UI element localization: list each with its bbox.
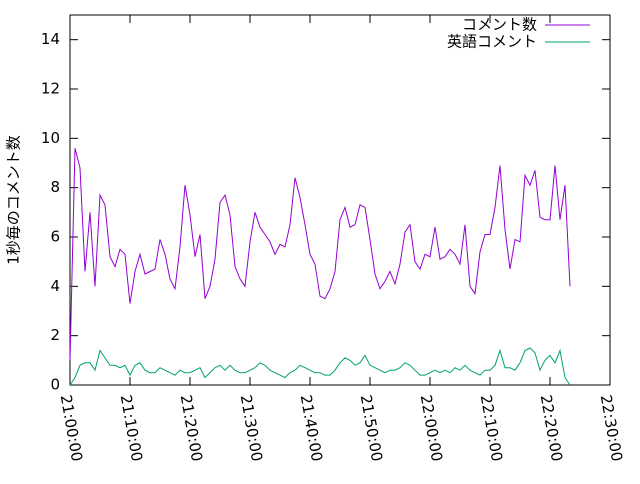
x-tick-label: 21:30:00 (237, 393, 266, 462)
x-tick-label: 21:40:00 (297, 393, 326, 462)
y-tick-label: 12 (41, 80, 60, 98)
y-tick-label: 8 (50, 178, 60, 196)
plot-frame (69, 14, 611, 386)
x-tick-label: 21:10:00 (117, 393, 146, 462)
x-tick-label: 22:10:00 (477, 393, 506, 462)
x-tick-label: 22:00:00 (417, 393, 446, 462)
y-tick-label: 14 (41, 30, 60, 48)
x-tick-label: 22:30:00 (597, 393, 626, 462)
x-tick-label: 22:20:00 (537, 393, 566, 462)
y-tick-label: 4 (50, 277, 60, 295)
y-tick-label: 0 (50, 376, 60, 394)
x-tick-label: 21:00:00 (57, 393, 86, 462)
data-line (69, 148, 571, 361)
y-tick-label: 6 (50, 228, 60, 246)
legend-label: コメント数 (462, 16, 537, 34)
y-tick-label: 10 (41, 129, 60, 147)
data-line (69, 347, 571, 386)
legend-label: 英語コメント (447, 33, 537, 51)
y-tick-label: 2 (50, 326, 60, 344)
y-axis-label: 1秒毎のコメント数 (5, 135, 23, 265)
x-tick-label: 21:20:00 (177, 393, 206, 462)
x-tick-label: 21:50:00 (357, 393, 386, 462)
